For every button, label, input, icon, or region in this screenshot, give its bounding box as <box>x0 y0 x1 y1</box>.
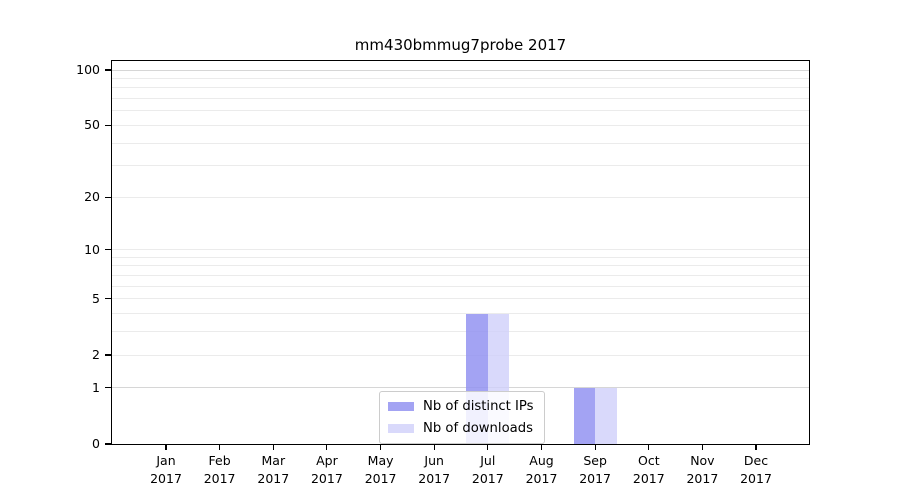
y-tick-label: 1 <box>92 379 100 395</box>
y-tick-label: 5 <box>92 290 100 306</box>
y-tick-label: 2 <box>92 347 100 362</box>
y-tick-mark <box>105 124 111 126</box>
x-tick-label-aug: Aug 2017 <box>525 453 558 486</box>
x-tick-label-nov: Nov 2017 <box>686 453 719 486</box>
x-tick-label-may: May 2017 <box>364 453 397 486</box>
gridline <box>112 124 809 126</box>
gridline <box>112 285 809 287</box>
y-tick-label: 100 <box>76 62 100 77</box>
legend-item-downloads: Nb of downloads <box>388 419 534 438</box>
gridline <box>112 142 809 144</box>
y-tick-label: 20 <box>84 189 100 205</box>
x-tick-mark <box>755 445 757 450</box>
x-tick-mark <box>487 445 489 450</box>
y-tick-label: 50 <box>84 117 100 133</box>
x-tick-label-feb: Feb 2017 <box>203 453 236 486</box>
legend-label-downloads: Nb of downloads <box>423 421 533 436</box>
bar-distinct-ips-sep <box>573 387 596 444</box>
legend: Nb of distinct IPs Nb of downloads <box>379 391 545 444</box>
y-tick-label: 0 <box>92 436 100 451</box>
gridline <box>112 313 809 315</box>
gridline <box>112 77 809 79</box>
y-tick-mark <box>105 69 111 71</box>
x-tick-label-jun: Jun 2017 <box>418 453 451 486</box>
gridline <box>112 249 809 251</box>
x-tick-label-jan: Jan 2017 <box>150 453 182 486</box>
distinct-ips-swatch-icon <box>388 402 414 411</box>
x-tick-label-dec: Dec 2017 <box>740 453 772 486</box>
x-tick-mark <box>701 445 703 450</box>
y-tick-mark <box>105 196 111 198</box>
x-tick-label-sep: Sep 2017 <box>579 453 611 486</box>
y-tick-mark <box>105 387 111 389</box>
y-tick-mark <box>105 298 111 300</box>
gridline <box>112 87 809 89</box>
downloads-swatch-icon <box>388 424 414 433</box>
gridline <box>112 256 809 258</box>
legend-item-distinct-ips: Nb of distinct IPs <box>388 397 534 416</box>
x-tick-mark <box>272 445 274 450</box>
gridline <box>112 387 809 389</box>
gridline <box>112 265 809 267</box>
x-tick-mark <box>433 445 435 450</box>
gridline <box>112 196 809 198</box>
x-tick-mark <box>165 445 167 450</box>
y-tick-label: 10 <box>84 241 100 257</box>
gridline <box>112 298 809 300</box>
x-tick-label-mar: Mar 2017 <box>257 453 290 486</box>
x-tick-mark <box>648 445 650 450</box>
y-tick-mark <box>105 443 111 445</box>
x-tick-mark <box>594 445 596 450</box>
gridline <box>112 354 809 356</box>
gridline <box>112 275 809 276</box>
y-tick-mark <box>105 354 111 356</box>
gridline <box>112 98 809 100</box>
gridline <box>112 331 809 333</box>
legend-label-distinct-ips: Nb of distinct IPs <box>423 399 534 414</box>
gridline <box>112 69 809 71</box>
chart-title: mm430bmmug7probe 2017 <box>354 36 567 54</box>
y-tick-mark <box>105 249 111 251</box>
x-tick-mark <box>326 445 328 450</box>
gridline <box>112 110 809 112</box>
x-tick-mark <box>219 445 221 450</box>
x-tick-mark <box>380 445 382 450</box>
x-tick-label-jul: Jul 2017 <box>471 453 504 486</box>
x-tick-label-oct: Oct 2017 <box>632 453 665 486</box>
bar-downloads-sep <box>595 387 617 444</box>
x-tick-mark <box>540 445 543 450</box>
gridline <box>112 165 809 167</box>
plot-area: Nb of distinct IPs Nb of downloads <box>111 60 810 445</box>
x-tick-label-apr: Apr 2017 <box>310 453 343 486</box>
